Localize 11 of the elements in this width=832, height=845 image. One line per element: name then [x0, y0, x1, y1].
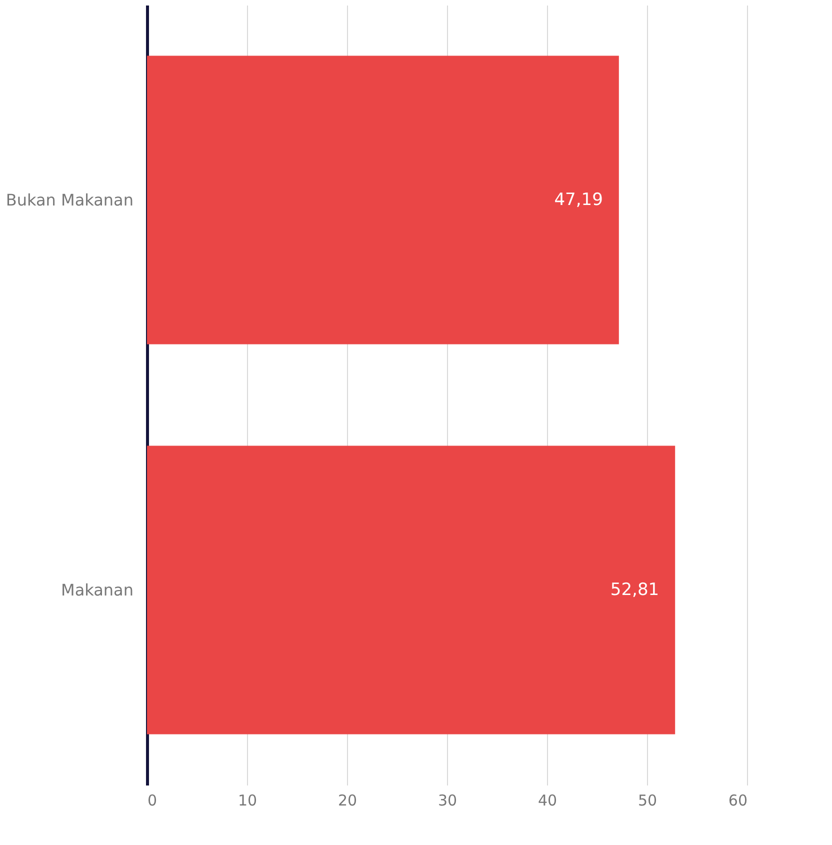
- y-tick-label: Makanan: [61, 580, 134, 600]
- x-tick-label: 10: [238, 792, 258, 810]
- data-label: 52,81: [610, 580, 660, 600]
- x-tick-label: 0: [148, 792, 158, 810]
- x-tick-label: 30: [438, 792, 458, 810]
- y-tick-label: Bukan Makanan: [6, 190, 134, 210]
- x-tick-label: 40: [538, 792, 558, 810]
- data-label: 47,19: [554, 190, 603, 210]
- x-tick-label: 20: [338, 792, 358, 810]
- x-tick-label: 60: [728, 792, 748, 810]
- x-tick-label: 50: [638, 792, 658, 810]
